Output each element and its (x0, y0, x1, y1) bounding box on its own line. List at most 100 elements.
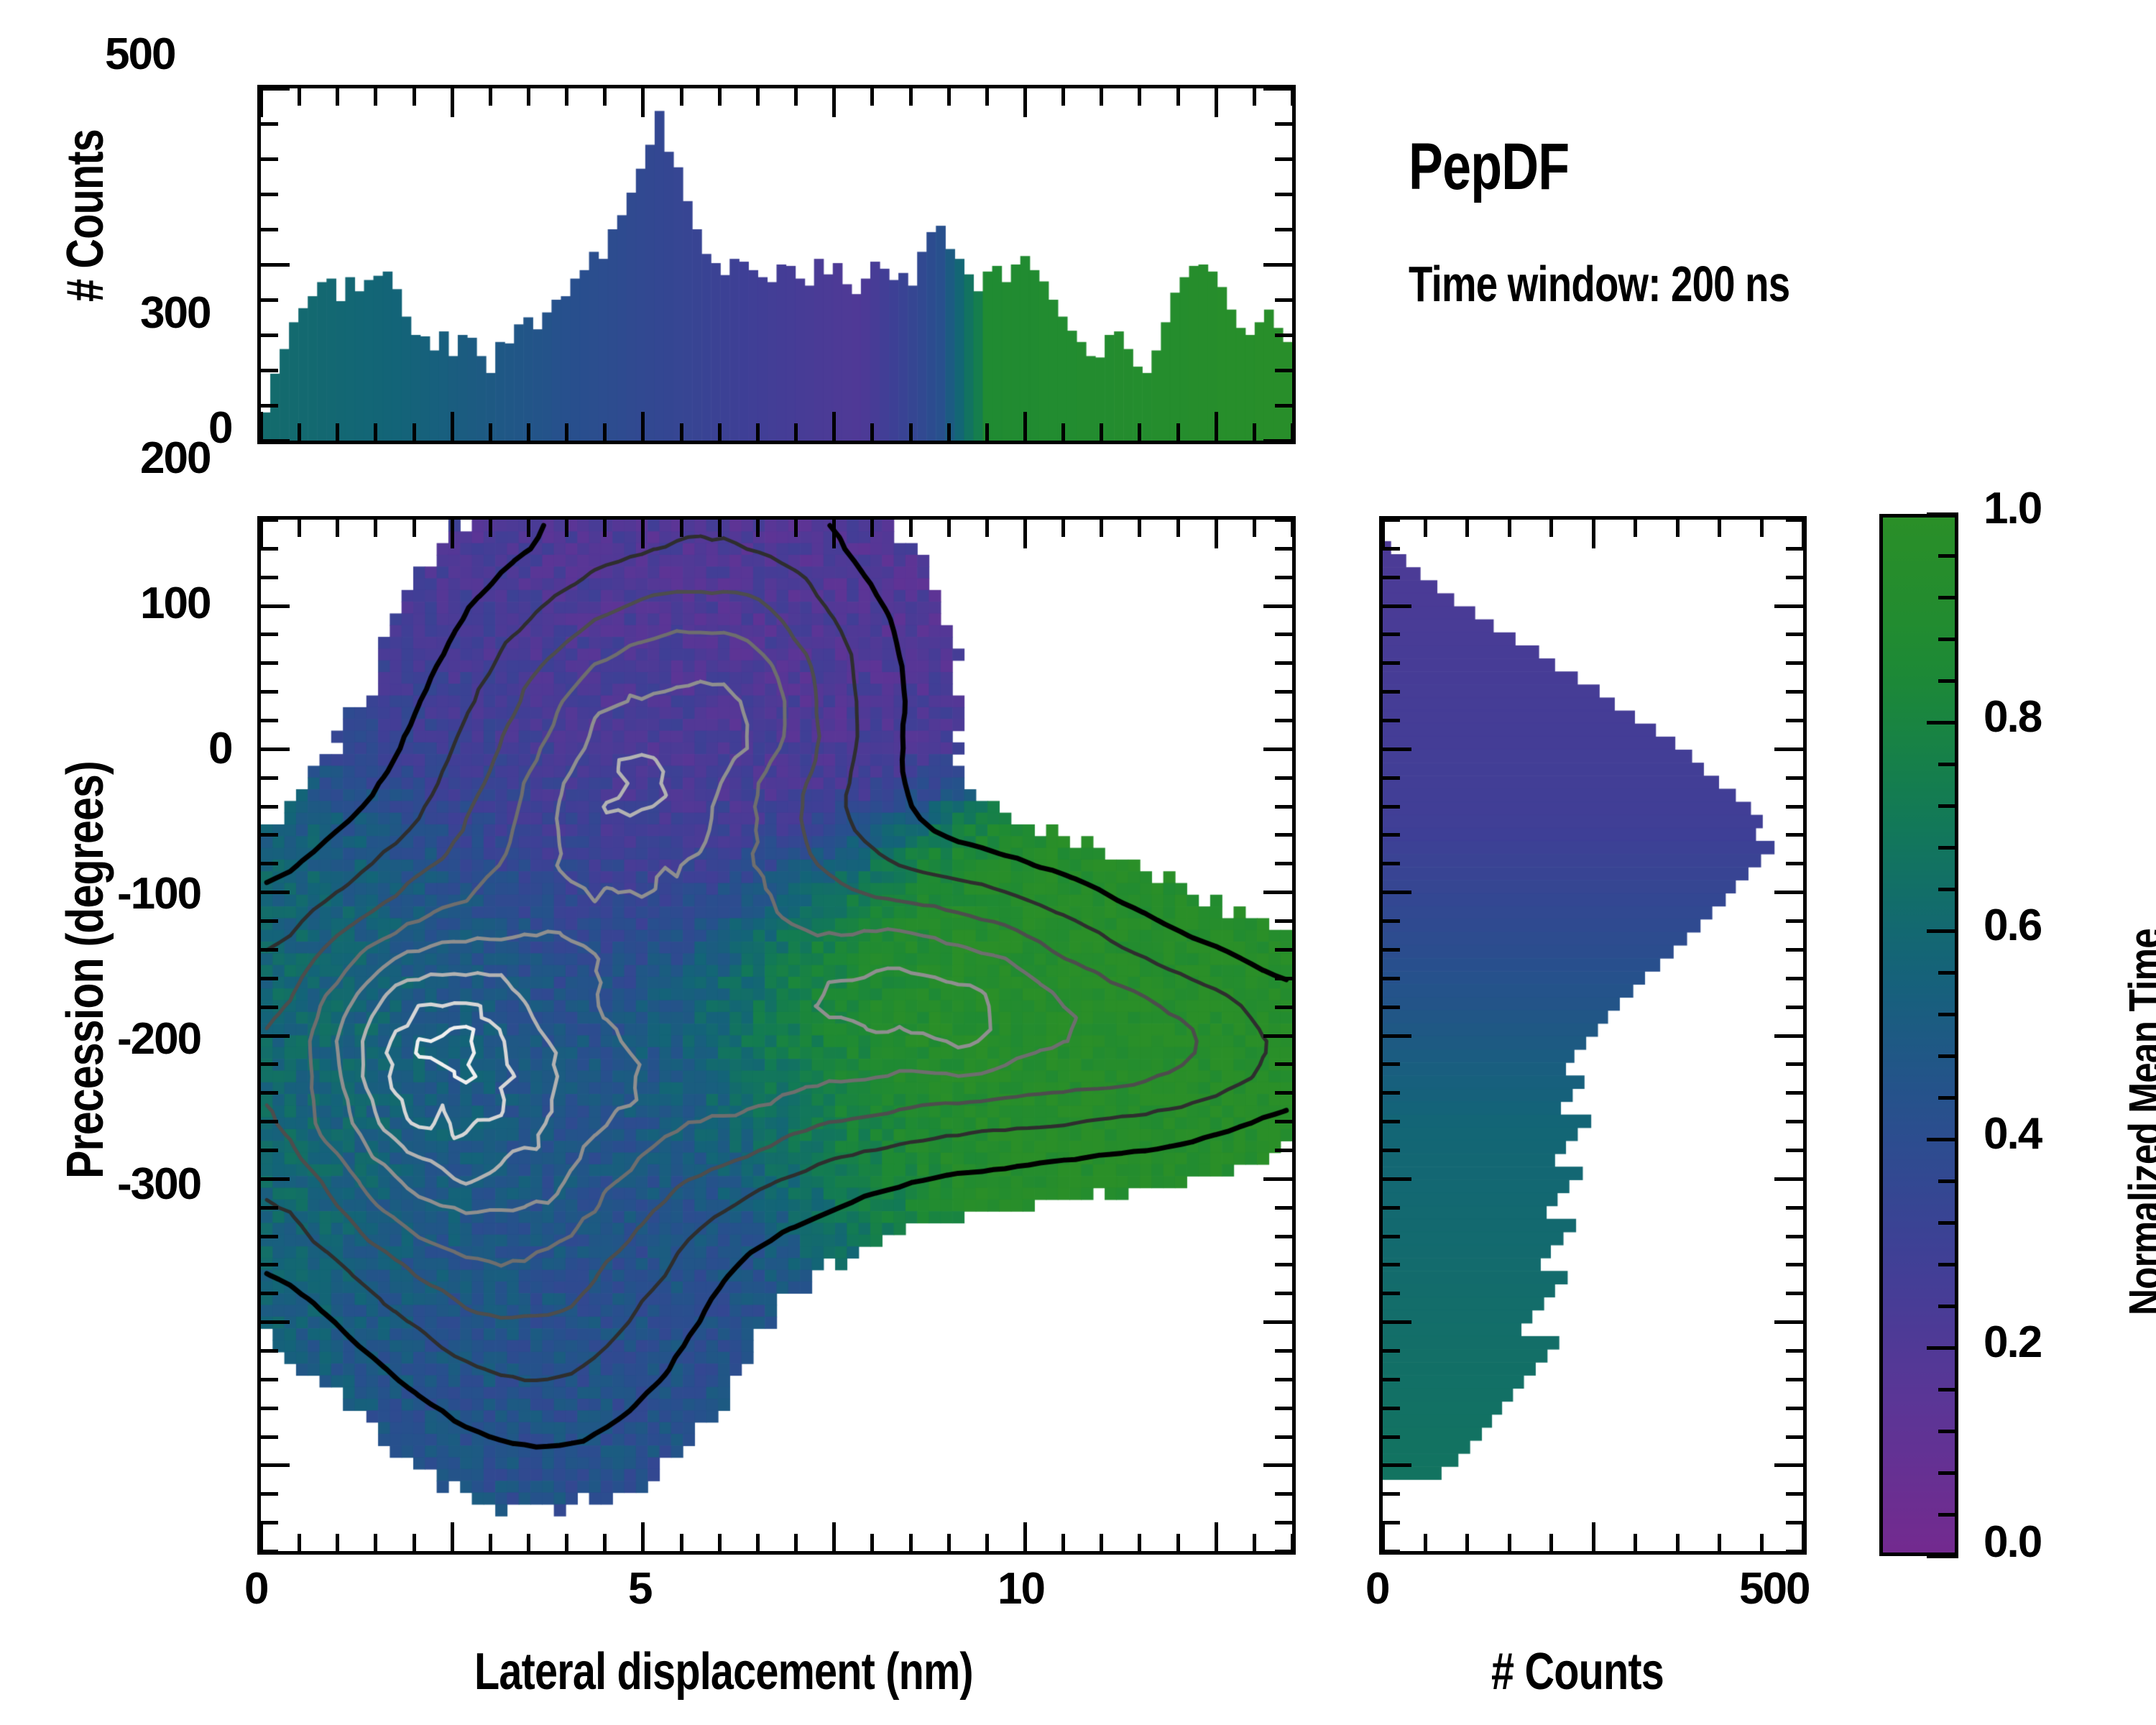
ytick-right (1786, 1435, 1803, 1439)
xtick-top (1023, 520, 1027, 548)
ytick-right (1275, 1292, 1292, 1296)
ytick-right (1275, 404, 1292, 408)
right-xtick-0: 0 (1365, 1564, 1391, 1614)
cbar-tick-0_2: 0.2 (1984, 1317, 2042, 1367)
xtick (1176, 1534, 1180, 1551)
ytick (1383, 1062, 1400, 1067)
ytick-right (1786, 1550, 1803, 1553)
xtick (832, 412, 837, 441)
xtick (374, 1534, 378, 1551)
cbar-tick-0_4: 0.4 (1984, 1109, 2042, 1159)
xtick (1718, 1534, 1721, 1551)
xtick (1138, 423, 1142, 441)
ytick (261, 1463, 290, 1468)
ytick-right (1786, 1091, 1803, 1095)
ytick-right (1786, 661, 1803, 666)
ytick (1383, 1492, 1400, 1496)
xtick-top (259, 88, 263, 117)
xtick (1291, 1534, 1294, 1551)
ytick (261, 1148, 278, 1152)
xtick (1138, 1534, 1142, 1551)
xtick-top (1252, 520, 1256, 537)
ytick-right (1263, 1320, 1292, 1325)
ytick-right (1275, 1377, 1292, 1381)
top-marginal-histogram-panel (257, 85, 1296, 444)
ytick-right (1786, 1205, 1803, 1210)
xtick-top (870, 88, 875, 106)
xtick-top (946, 520, 951, 537)
xtick-top (1061, 88, 1066, 106)
xtick (985, 1534, 989, 1551)
xtick (794, 423, 798, 441)
xtick (412, 423, 416, 441)
xtick (1100, 1534, 1104, 1551)
xtick (1214, 412, 1218, 441)
xtick-top (832, 520, 837, 548)
ytick-right (1263, 87, 1292, 91)
xtick-top (1423, 520, 1427, 537)
xtick-top (1381, 520, 1385, 548)
xtick (946, 1534, 951, 1551)
xtick (1465, 1534, 1469, 1551)
ytick-right (1263, 1177, 1292, 1181)
xtick-top (1138, 520, 1142, 537)
ytick (1383, 1005, 1400, 1009)
xtick-top (450, 520, 454, 548)
xtick-top (794, 88, 798, 106)
ytick (261, 404, 278, 408)
cbar-tick-1_0: 1.0 (1984, 484, 2042, 533)
xtick-top (1214, 88, 1218, 117)
ytick (1383, 776, 1400, 780)
ytick (1383, 575, 1400, 579)
ytick-right (1275, 546, 1292, 551)
ytick-right (1275, 1120, 1292, 1124)
xtick (717, 423, 722, 441)
xtick (603, 423, 607, 441)
ytick (1383, 804, 1400, 809)
colorbar-tick (1938, 596, 1958, 599)
ytick-right (1786, 1377, 1803, 1381)
xtick-top (298, 520, 302, 537)
ytick (261, 1005, 278, 1009)
xtick (908, 423, 913, 441)
colorbar-tick (1927, 721, 1958, 724)
ytick (261, 334, 278, 337)
xtick (298, 423, 302, 441)
main-ytick-0: 0 (208, 724, 234, 773)
ytick-right (1275, 719, 1292, 723)
ytick-right (1786, 1005, 1803, 1009)
ytick-right (1786, 804, 1803, 809)
ytick-right (1786, 1348, 1803, 1353)
ytick-right (1786, 1120, 1803, 1124)
xtick (488, 1534, 492, 1551)
xtick-top (259, 520, 263, 548)
xtick (946, 423, 951, 441)
xtick-top (1214, 520, 1218, 548)
colorbar-tick (1938, 1263, 1958, 1266)
ytick-right (1263, 747, 1292, 751)
xtick (1549, 1534, 1553, 1551)
colorbar-tick (1938, 638, 1958, 641)
xtick (641, 412, 645, 441)
xtick-top (679, 520, 683, 537)
main-ytick-100: 100 (140, 579, 211, 628)
ytick-right (1275, 298, 1292, 302)
ytick-right (1786, 862, 1803, 866)
xtick-top (794, 520, 798, 537)
xtick (259, 412, 263, 441)
xtick-top (488, 520, 492, 537)
page-title: PepDF (1409, 130, 1570, 203)
xtick-top (641, 520, 645, 548)
xtick (679, 423, 683, 441)
ytick (261, 369, 278, 372)
ytick-right (1786, 833, 1803, 837)
ytick-right (1263, 1463, 1292, 1468)
ytick-right (1275, 369, 1292, 372)
ytick-right (1275, 1406, 1292, 1410)
colorbar-tick (1938, 888, 1958, 891)
xtick (1252, 423, 1256, 441)
colorbar[interactable] (1879, 514, 1958, 1556)
ytick-right (1275, 334, 1292, 337)
cbar-tick-0_6: 0.6 (1984, 901, 2042, 950)
ytick (261, 690, 278, 694)
